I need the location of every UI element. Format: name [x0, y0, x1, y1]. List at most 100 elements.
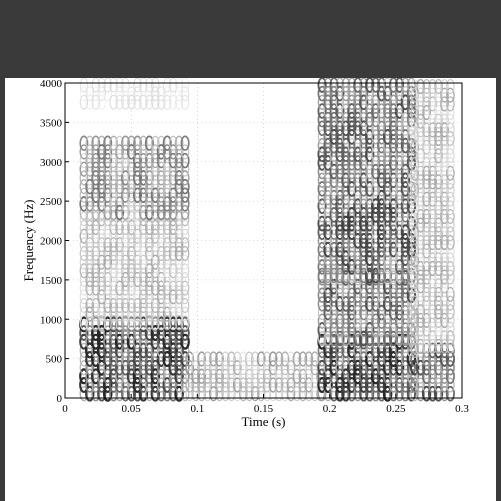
spectrogram-cell [335, 279, 345, 295]
spectrogram-cell [139, 237, 148, 253]
spectrogram-cell [317, 241, 327, 258]
spectrogram-cell [317, 278, 327, 295]
spectrogram-cell [335, 287, 345, 303]
spectrogram-cell [377, 250, 387, 266]
spectrogram-cell [85, 205, 95, 220]
spectrogram-cell [347, 268, 357, 283]
spectrogram-cell [85, 135, 95, 151]
spectrogram-cell [434, 269, 443, 285]
spectrogram-cell [102, 385, 113, 402]
spectrogram-cell [133, 94, 142, 110]
spectrogram-cell [371, 215, 381, 232]
spectrogram-cell [440, 234, 449, 251]
spectrogram-cell [150, 228, 160, 244]
spectrogram-cell [317, 259, 327, 275]
spectrogram-cell [335, 198, 345, 215]
spectrogram-cell [144, 204, 154, 221]
spectrogram-cell [121, 263, 130, 279]
spectrogram-cell [377, 155, 386, 171]
spectrogram-cell [174, 368, 184, 385]
spectrogram-cell [434, 96, 443, 112]
spectrogram-cell [395, 85, 404, 102]
spectrogram-cell [347, 330, 357, 347]
spectrogram-cell [103, 315, 112, 331]
spectrogram-cell [139, 135, 148, 151]
spectrogram-cell [440, 330, 449, 346]
y-tick-label: 4000 [40, 78, 63, 90]
spectrogram-cell [416, 278, 425, 294]
spectrogram-cell [329, 351, 339, 367]
spectrogram-cell [97, 280, 107, 296]
spectrogram-cell [383, 313, 393, 329]
spectrogram-cell [121, 219, 130, 236]
spectrogram-cell [163, 86, 172, 101]
spectrogram-cell [394, 137, 405, 154]
spectrogram-cell [97, 298, 106, 313]
spectrogram-cell [422, 377, 431, 393]
spectrogram-cell [422, 252, 431, 268]
spectrogram-cell [446, 330, 455, 346]
spectrogram-cell [127, 377, 136, 393]
spectrogram-cell [422, 191, 431, 207]
spectrogram-cell [323, 94, 333, 111]
spectrogram-cell [409, 359, 420, 376]
spectrogram-cell [341, 241, 351, 258]
spectrogram-cell [353, 224, 363, 240]
spectrogram-cell [335, 377, 345, 394]
spectrogram-cell [185, 377, 195, 393]
spectrogram-cell [85, 153, 95, 169]
spectrogram-cell [250, 386, 260, 402]
spectrogram-cell [382, 377, 393, 393]
spectrogram-cell [79, 228, 89, 244]
spectrogram-cell [79, 179, 89, 195]
spectrogram-cell [168, 170, 178, 186]
spectrogram-cell [335, 259, 345, 275]
spectrogram-cell [323, 313, 333, 329]
spectrogram-cell [323, 198, 333, 214]
spectrogram-cell [317, 85, 327, 102]
spectrogram-cell [250, 377, 260, 393]
spectrogram-cell [180, 94, 190, 110]
spectrogram-cell [416, 139, 425, 155]
spectrogram-cell [286, 377, 296, 393]
spectrogram-cell [304, 377, 314, 393]
spectrogram-cell [157, 94, 166, 110]
spectrogram-cell [383, 351, 393, 367]
spectrogram-cell [422, 174, 431, 190]
x-tick-label: 0.2 [323, 403, 337, 415]
spectrogram-cell [197, 377, 206, 393]
spectrogram-cell [446, 79, 455, 94]
spectrogram-cell [446, 312, 455, 328]
spectrogram-cell [428, 191, 437, 207]
spectrogram-cell [341, 78, 351, 93]
spectrogram-cell [108, 377, 119, 393]
spectrogram-cell [401, 112, 410, 128]
spectrogram-cell [103, 325, 113, 341]
spectrogram-cell [115, 219, 124, 236]
spectrogram-cell [323, 164, 333, 180]
spectrogram-cell [180, 386, 190, 402]
y-axis-ticks: 0 500 1000 1500 2000 2500 3000 3500 4000 [40, 78, 69, 405]
spectrogram-cell [109, 351, 119, 367]
spectrogram-cell [121, 315, 130, 331]
spectrogram-cell [121, 161, 130, 177]
spectrogram-cell [371, 86, 380, 102]
spectrogram-cell [127, 342, 136, 359]
spectrogram-cell [162, 237, 172, 253]
spectrogram-cell [115, 351, 125, 367]
spectrogram-cell [144, 368, 154, 385]
spectrogram-cell [364, 250, 375, 267]
spectrogram-cell [197, 351, 207, 367]
spectrogram-cell [79, 220, 89, 235]
spectrogram-cell [422, 368, 432, 385]
spectrogram-cell [323, 155, 333, 171]
spectrogram-cell [180, 170, 190, 186]
spectrogram-cell [109, 228, 118, 244]
spectrogram-cell [132, 342, 143, 359]
spectrogram-cell [132, 351, 143, 367]
spectrogram-cell [410, 79, 419, 94]
spectrogram-cell [341, 189, 351, 206]
spectrogram-cell [168, 219, 178, 236]
spectrogram-cell [416, 87, 425, 103]
spectrogram-cell [353, 181, 363, 197]
